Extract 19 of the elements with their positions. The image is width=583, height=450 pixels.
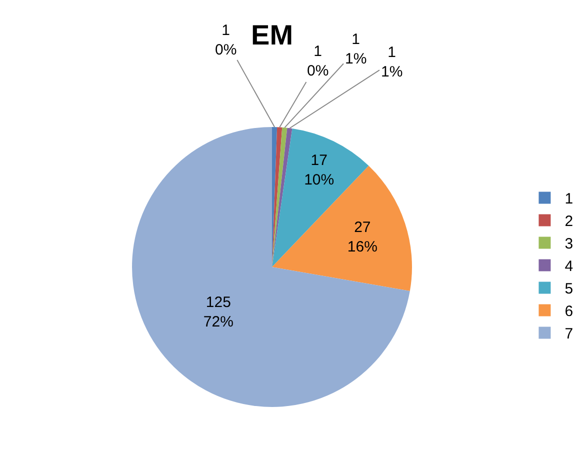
pie-slice bbox=[272, 128, 292, 267]
data-label: 1 0% bbox=[307, 43, 329, 80]
pie-slice bbox=[272, 127, 288, 267]
legend-label: 4 bbox=[564, 258, 574, 276]
pie-slice bbox=[132, 126, 410, 407]
legend-label: 7 bbox=[564, 326, 574, 343]
data-label: 27 16% bbox=[347, 218, 378, 256]
data-label: 1 0% bbox=[215, 22, 237, 58]
legend-label: 2 bbox=[564, 213, 574, 230]
legend-label: 3 bbox=[564, 236, 574, 253]
data-label: 1 1% bbox=[345, 31, 367, 68]
data-label: 1 1% bbox=[381, 44, 403, 80]
legend-label: 1 bbox=[564, 190, 574, 208]
chart-title: EM bbox=[251, 19, 294, 50]
data-label: 125 72% bbox=[203, 294, 234, 330]
data-label: 17 10% bbox=[304, 152, 334, 189]
pie-slice bbox=[272, 166, 412, 292]
legend-label: 6 bbox=[564, 303, 574, 320]
legend-label: 5 bbox=[564, 280, 574, 298]
